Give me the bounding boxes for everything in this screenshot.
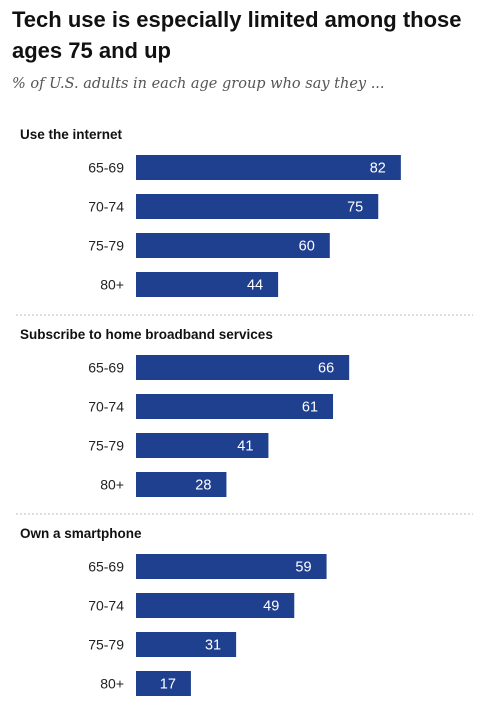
data-label: 59 (295, 560, 311, 576)
bar (136, 433, 269, 458)
category-label: 80+ (100, 477, 124, 493)
bar (136, 472, 227, 497)
data-label: 49 (263, 599, 279, 615)
panel-title: Own a smartphone (20, 526, 142, 541)
bar (136, 233, 330, 258)
bar (136, 593, 295, 618)
panel-title: Use the internet (20, 127, 123, 142)
chart-title: Tech use is especially limited among tho… (12, 7, 462, 63)
category-label: 75-79 (88, 438, 124, 454)
data-label: 60 (299, 239, 315, 255)
category-label: 75-79 (88, 238, 124, 254)
bar (136, 272, 279, 297)
data-label: 31 (205, 638, 221, 654)
category-label: 80+ (100, 676, 124, 692)
bar (136, 194, 379, 219)
data-label: 41 (237, 439, 253, 455)
category-label: 80+ (100, 277, 124, 293)
data-label: 61 (302, 400, 318, 416)
data-label: 44 (247, 278, 263, 294)
bar (136, 554, 327, 579)
data-label: 75 (347, 200, 363, 216)
category-label: 70-74 (88, 199, 124, 215)
panel-title: Subscribe to home broadband services (20, 327, 273, 342)
bar (136, 632, 237, 657)
bar (136, 671, 191, 696)
data-label: 28 (195, 478, 211, 494)
bar (136, 394, 334, 419)
category-label: 65-69 (88, 160, 124, 176)
category-label: 65-69 (88, 360, 124, 376)
category-label: 70-74 (88, 598, 124, 614)
data-label: 66 (318, 361, 334, 377)
category-label: 65-69 (88, 559, 124, 575)
category-label: 75-79 (88, 637, 124, 653)
data-label: 17 (160, 677, 176, 693)
bar (136, 355, 350, 380)
chart-subtitle: % of U.S. adults in each age group who s… (12, 76, 385, 92)
data-label: 82 (370, 161, 386, 177)
category-label: 70-74 (88, 399, 124, 415)
bar (136, 155, 401, 180)
